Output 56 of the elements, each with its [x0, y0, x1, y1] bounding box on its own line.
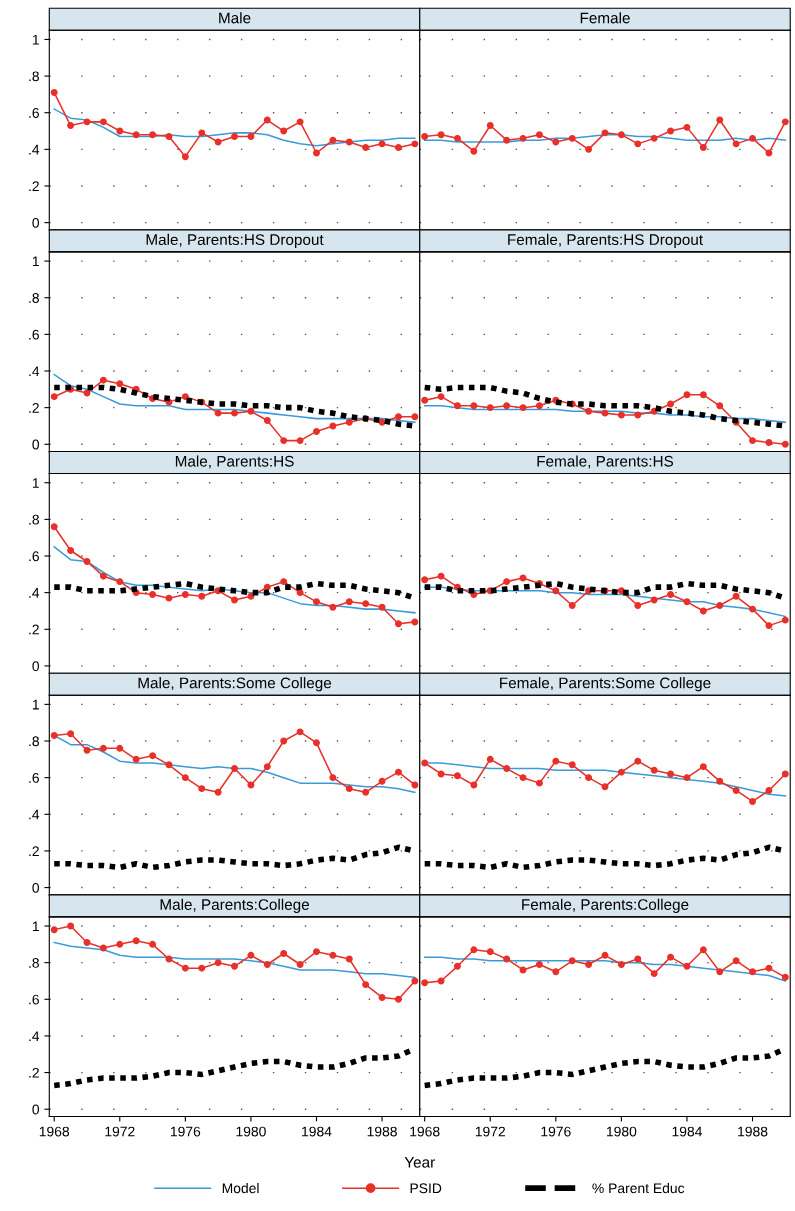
chart-title: Male, Parents:Some College	[138, 677, 332, 692]
chart-title: Female	[580, 12, 630, 24]
y-tick-label: .2	[29, 402, 39, 413]
x-tick-label: 1980	[236, 1126, 266, 1137]
y-tick-label: 0	[32, 439, 40, 450]
legend-label: PSID	[410, 1183, 442, 1194]
y-tick-label: 0	[32, 217, 40, 228]
y-tick-label: .8	[29, 957, 39, 968]
x-tick-label: 1972	[105, 1126, 135, 1137]
y-tick-label: .4	[29, 809, 40, 820]
x-axis-title: Year	[404, 1157, 435, 1168]
x-tick-label: 1968	[410, 1126, 440, 1137]
y-tick-label: .4	[29, 1031, 40, 1041]
y-tick-label: .8	[29, 293, 39, 303]
x-tick-label: 1980	[607, 1126, 637, 1137]
y-tick-label: .6	[29, 994, 39, 1005]
chart-title: Female, Parents:Some College	[500, 677, 711, 692]
chart-title: Male, Parents:College	[160, 898, 309, 913]
y-tick-label: .2	[29, 624, 39, 635]
y-tick-label: 0	[32, 661, 40, 672]
x-tick-label: 1972	[475, 1126, 505, 1137]
x-tick-label: 1976	[170, 1126, 201, 1137]
chart-title: Female, Parents:HS Dropout	[508, 233, 703, 249]
x-tick-label: 1988	[367, 1126, 397, 1137]
chart-title: Male, Parents:HS Dropout	[146, 233, 324, 249]
chart-title: Male	[219, 12, 251, 24]
y-tick-label: .6	[29, 108, 39, 118]
y-tick-label: .2	[29, 181, 39, 192]
y-tick-label: .8	[29, 736, 39, 747]
x-tick-label: 1984	[672, 1126, 702, 1137]
chart-title: Male, Parents:HS	[175, 455, 294, 469]
y-tick-label: .2	[29, 1067, 39, 1078]
y-tick-label: 0	[32, 882, 40, 893]
y-tick-label: .8	[29, 514, 39, 525]
y-tick-label: 1	[32, 699, 39, 710]
y-tick-label: .6	[29, 772, 39, 783]
chart-title: Female, Parents:College	[522, 898, 689, 913]
y-tick-label: 1	[32, 256, 39, 267]
y-tick-label: .6	[29, 329, 39, 340]
x-tick-label: 1988	[738, 1126, 768, 1137]
y-tick-label: 1	[32, 478, 39, 488]
legend-label: % Parent Educ	[592, 1182, 685, 1194]
x-tick-label: 1968	[39, 1126, 70, 1137]
y-tick-label: .4	[29, 366, 40, 377]
y-tick-label: 1	[32, 34, 39, 45]
y-tick-label: .6	[29, 551, 39, 562]
legend-label: Model	[222, 1182, 259, 1194]
x-tick-label: 1976	[541, 1126, 571, 1137]
y-tick-label: .4	[29, 144, 40, 155]
y-tick-label: .4	[29, 588, 40, 598]
y-tick-label: .8	[29, 71, 39, 82]
chart-title: Female, Parents:HS	[537, 455, 674, 469]
y-tick-label: 1	[32, 921, 39, 932]
y-tick-label: 0	[32, 1104, 40, 1115]
y-tick-label: .2	[29, 846, 39, 856]
x-tick-label: 1984	[302, 1126, 332, 1137]
